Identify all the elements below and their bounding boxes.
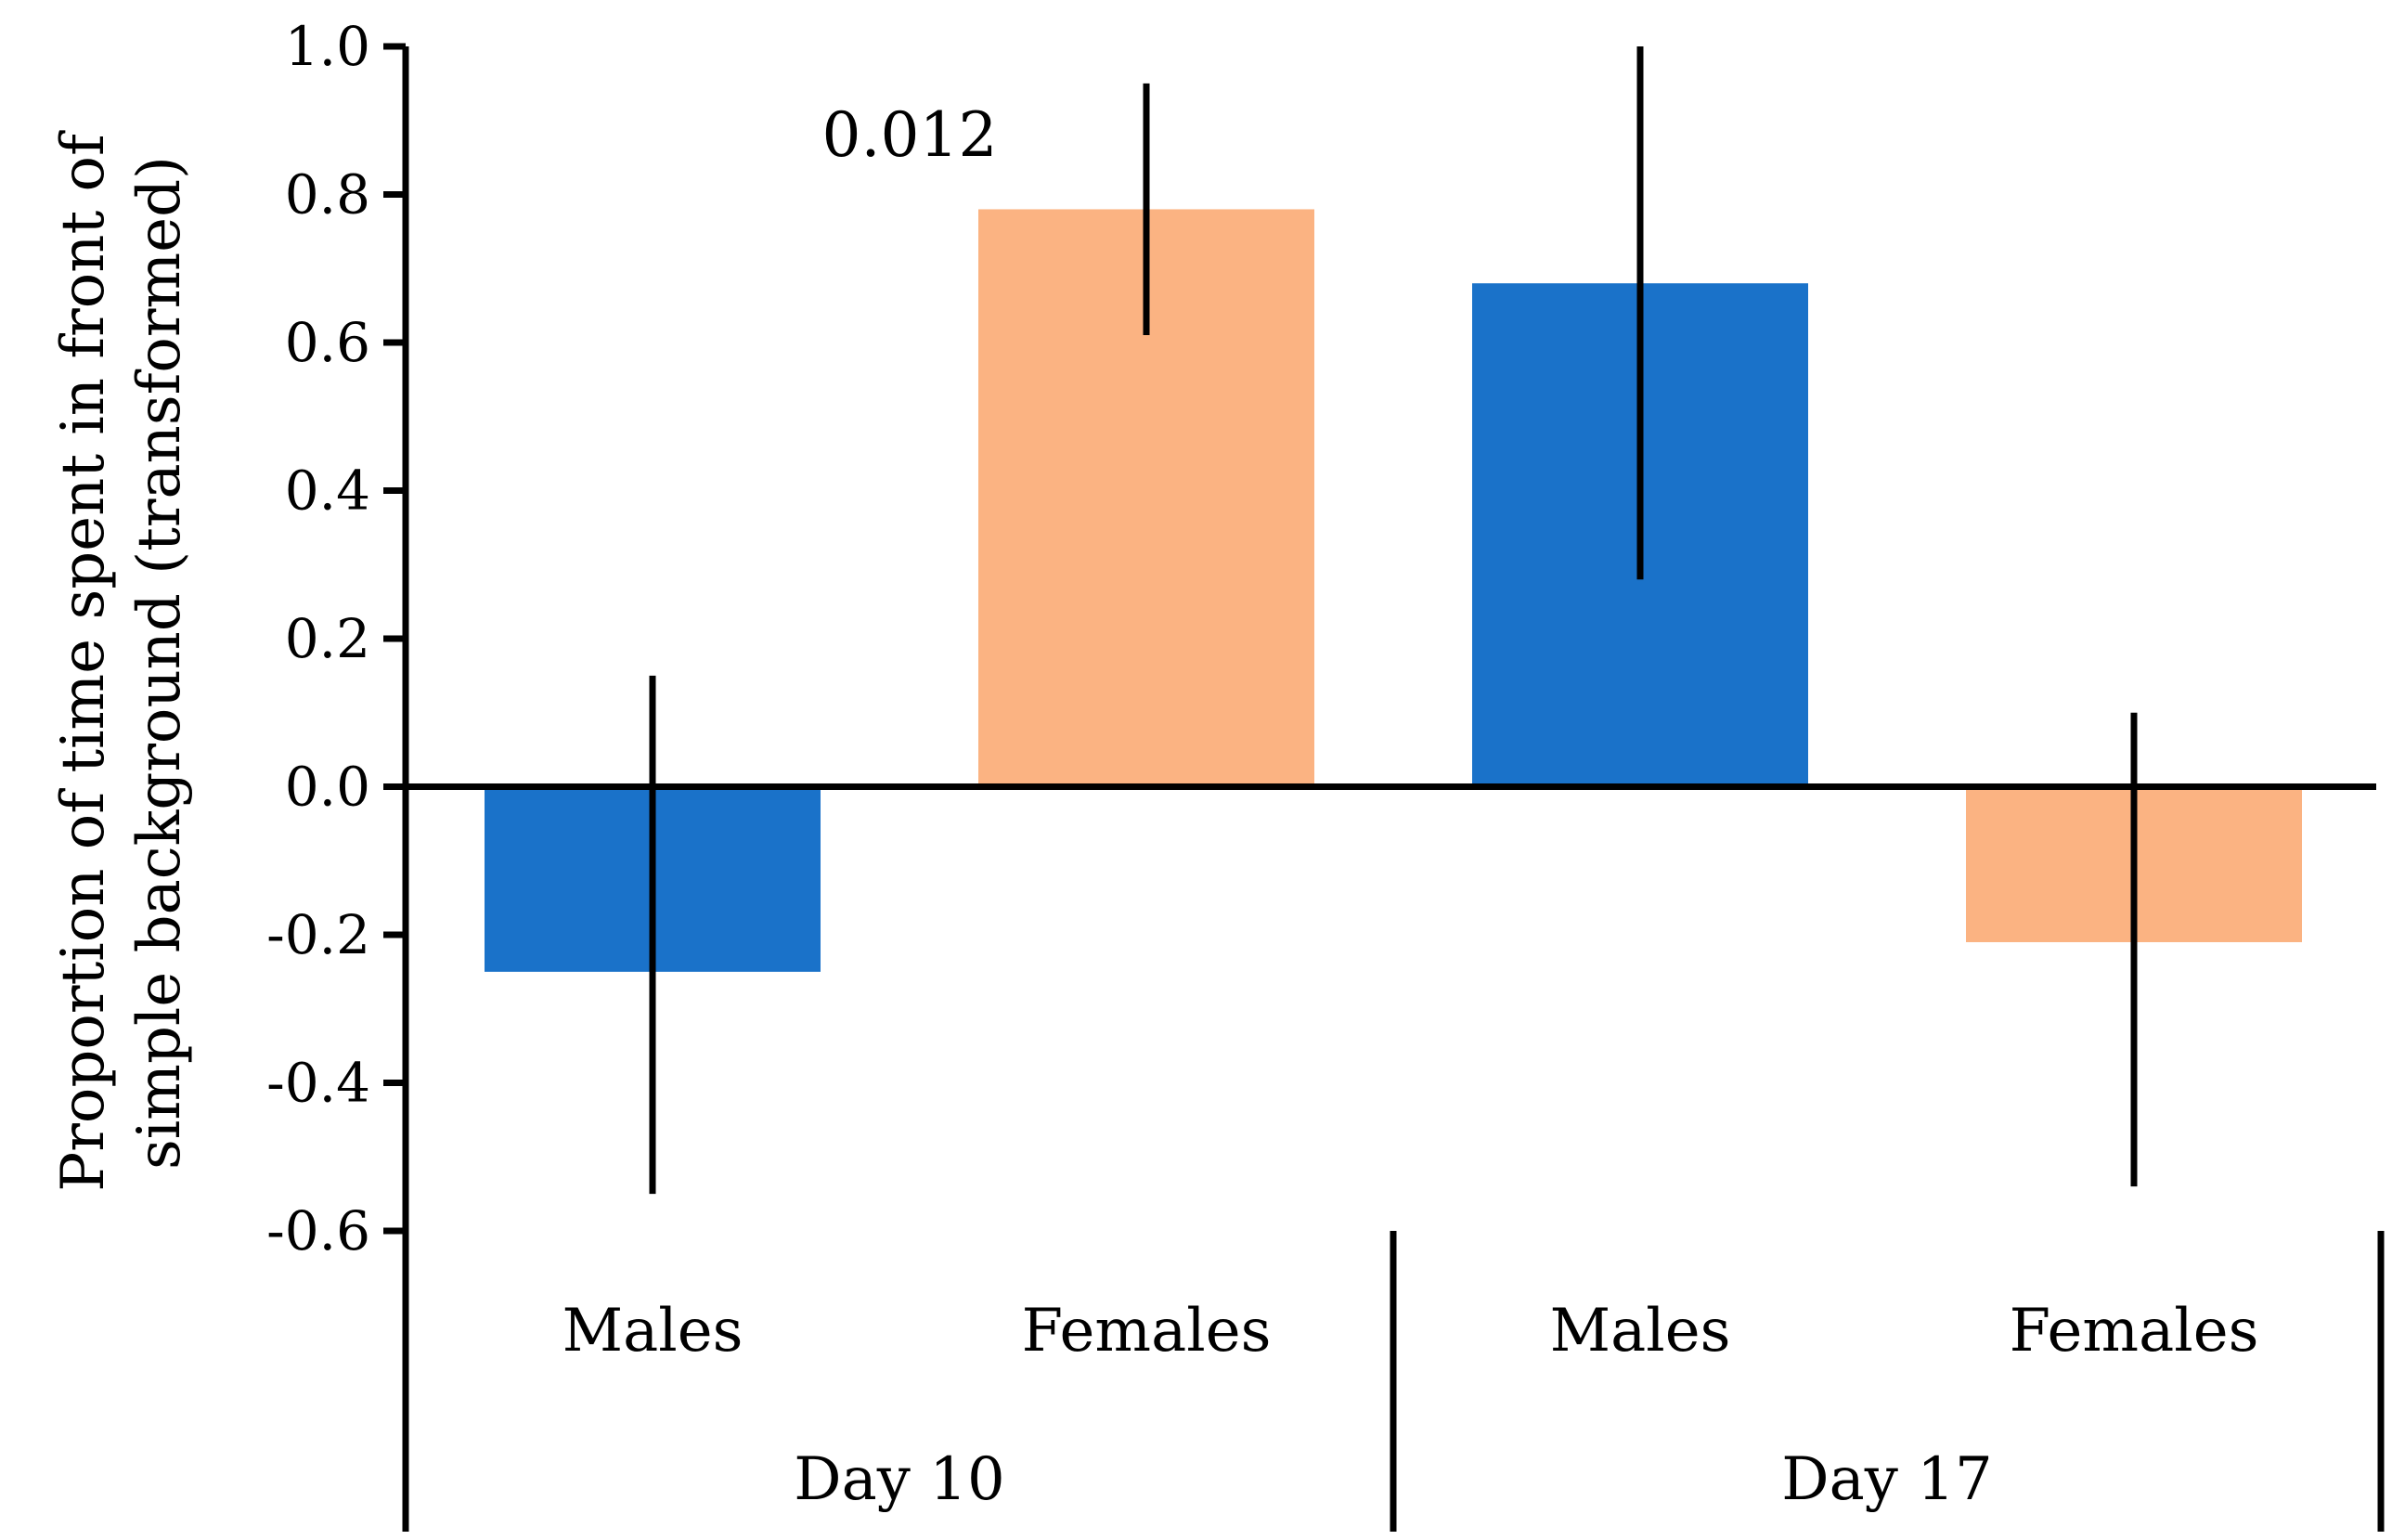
y-tick-label: -0.4 [266,1052,370,1115]
y-tick-label: 0.4 [285,459,370,523]
y-tick-label: -0.6 [266,1199,370,1262]
y-axis-label-line: simple background (transformed) [125,156,194,1170]
y-tick-label: 0.2 [285,607,370,670]
x-category-label: Males [562,1297,743,1365]
y-tick-label: -0.2 [266,903,370,966]
y-axis-label-line: Proportion of time spent in front of [49,130,118,1192]
y-tick-label: 0.0 [285,756,370,819]
y-tick-label: 1.0 [285,15,370,78]
y-tick-label: 0.8 [285,163,370,226]
x-category-label: Females [2010,1297,2259,1365]
x-category-label: Males [1550,1297,1731,1365]
significance-annotation: 0.012 [822,99,998,171]
x-category-label: Females [1022,1297,1272,1365]
y-axis-label: Proportion of time spent in front of simp… [49,130,194,1192]
x-group-label: Day 17 [1781,1445,1992,1514]
x-group-label: Day 10 [794,1445,1004,1514]
y-tick-label: 0.6 [285,311,370,374]
